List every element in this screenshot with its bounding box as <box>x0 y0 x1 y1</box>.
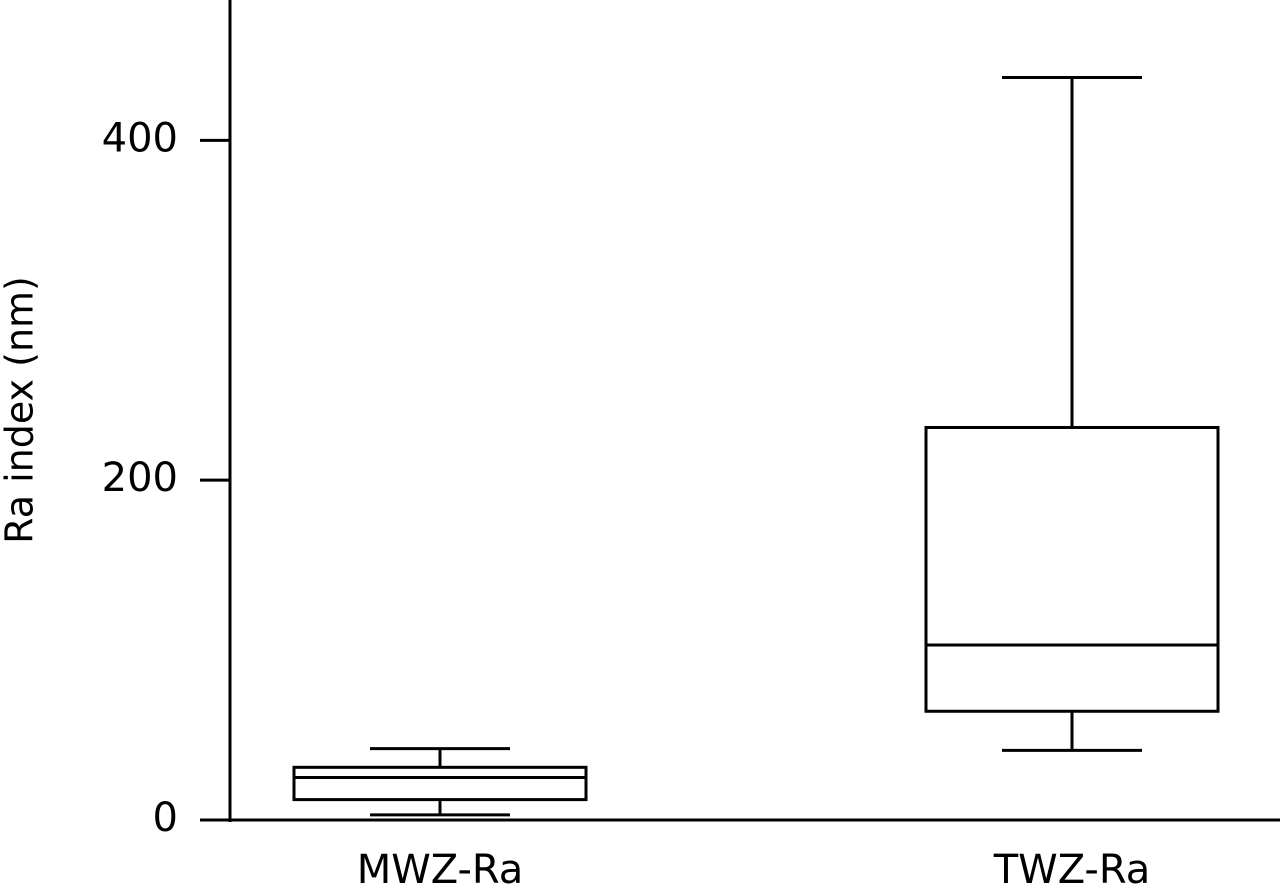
box <box>292 765 588 802</box>
y-tick-label: 0 <box>153 795 178 841</box>
y-axis-label: Ra index (nm) <box>0 276 42 544</box>
y-tick-label: 400 <box>102 115 178 161</box>
x-tick-label: MWZ-Ra <box>357 847 524 888</box>
y-tick-label: 200 <box>102 455 178 501</box>
box <box>924 425 1220 713</box>
x-tick-label: TWZ-Ra <box>993 847 1151 888</box>
